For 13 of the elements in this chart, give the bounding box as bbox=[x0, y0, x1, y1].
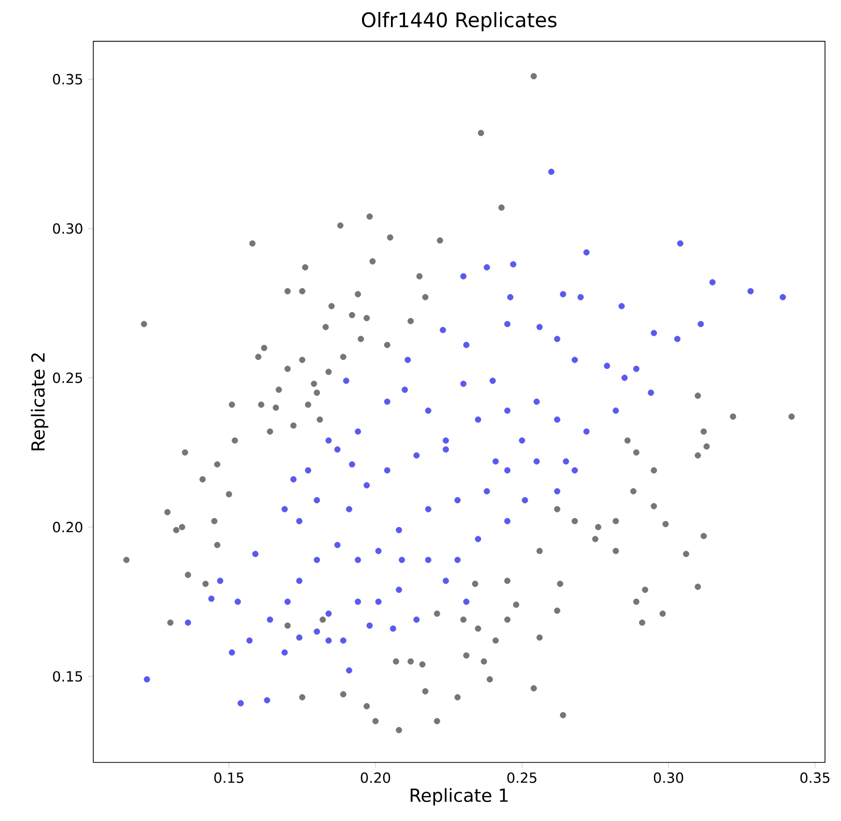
y-tick-label: 0.30 bbox=[53, 223, 82, 234]
x-axis-title: Replicate 1 bbox=[410, 788, 508, 806]
x-tick-label: 0.20 bbox=[360, 772, 390, 783]
y-tick-label: 0.25 bbox=[53, 372, 82, 384]
y-tick-label: 0.35 bbox=[53, 74, 82, 85]
x-tick-label: 0.25 bbox=[507, 772, 536, 783]
chart-title: Olfr1440 Replicates bbox=[362, 12, 556, 32]
y-tick-label: 0.15 bbox=[53, 671, 82, 682]
x-tick-label: 0.30 bbox=[654, 772, 684, 783]
y-tick-label: 0.20 bbox=[53, 522, 82, 532]
x-tick-label: 0.15 bbox=[214, 772, 244, 783]
y-axis-title: Replicate 2 bbox=[30, 353, 48, 450]
x-tick-label: 0.35 bbox=[800, 772, 830, 783]
